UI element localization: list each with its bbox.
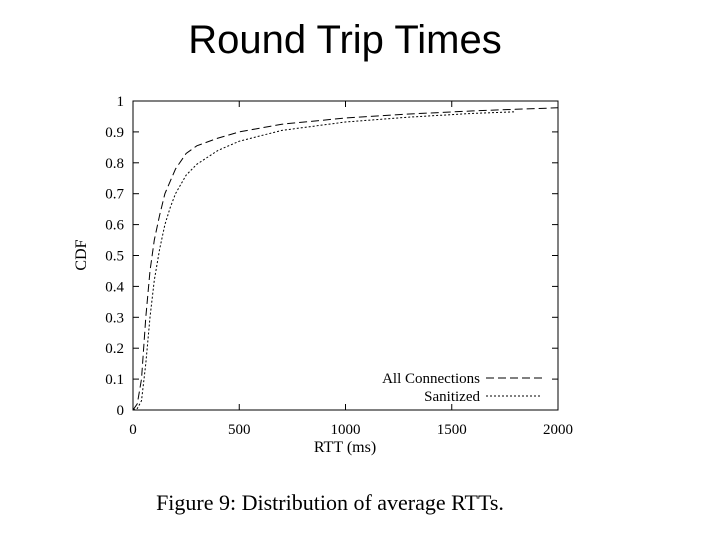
x-tick-label: 0 [129,422,137,438]
x-tick-label: 1500 [437,422,467,438]
y-tick-label: 0 [117,403,125,419]
y-tick-label: 0.8 [105,156,124,172]
y-tick-label: 0.5 [105,249,124,265]
y-tick-label: 0.3 [105,310,124,326]
y-axis-title: CDF [73,239,90,270]
y-tick-label: 0.2 [105,341,124,357]
plot-frame [132,100,559,411]
y-tick-label: 0.6 [105,218,124,234]
legend-entry-sanitized: Sanitized [424,389,480,405]
y-tick-label: 0.9 [105,125,124,141]
y-tick-label: 0.4 [105,279,124,295]
slide-title: Round Trip Times [188,18,502,62]
legend-entry-all-connections: All Connections [382,371,480,387]
x-tick-label: 2000 [543,422,573,438]
series-line-sanitized [132,111,516,411]
x-tick-label: 1000 [331,422,361,438]
y-axis-ticks: 0 0.1 0.2 0.3 0.4 0.5 0.6 0.7 0.8 0.9 1 [105,94,558,419]
series-lines [132,107,559,411]
y-tick-label: 1 [117,94,125,110]
x-axis-ticks: 0 500 1000 1500 2000 [129,101,573,438]
figure-caption: Figure 9: Distribution of average RTTs. [156,490,504,515]
y-tick-label: 0.7 [105,187,124,203]
x-tick-label: 500 [228,422,251,438]
y-tick-label: 0.1 [105,372,124,388]
x-axis-title: RTT (ms) [314,439,376,456]
legend: All Connections Sanitized [382,371,542,405]
series-line-all-connections [132,107,559,411]
